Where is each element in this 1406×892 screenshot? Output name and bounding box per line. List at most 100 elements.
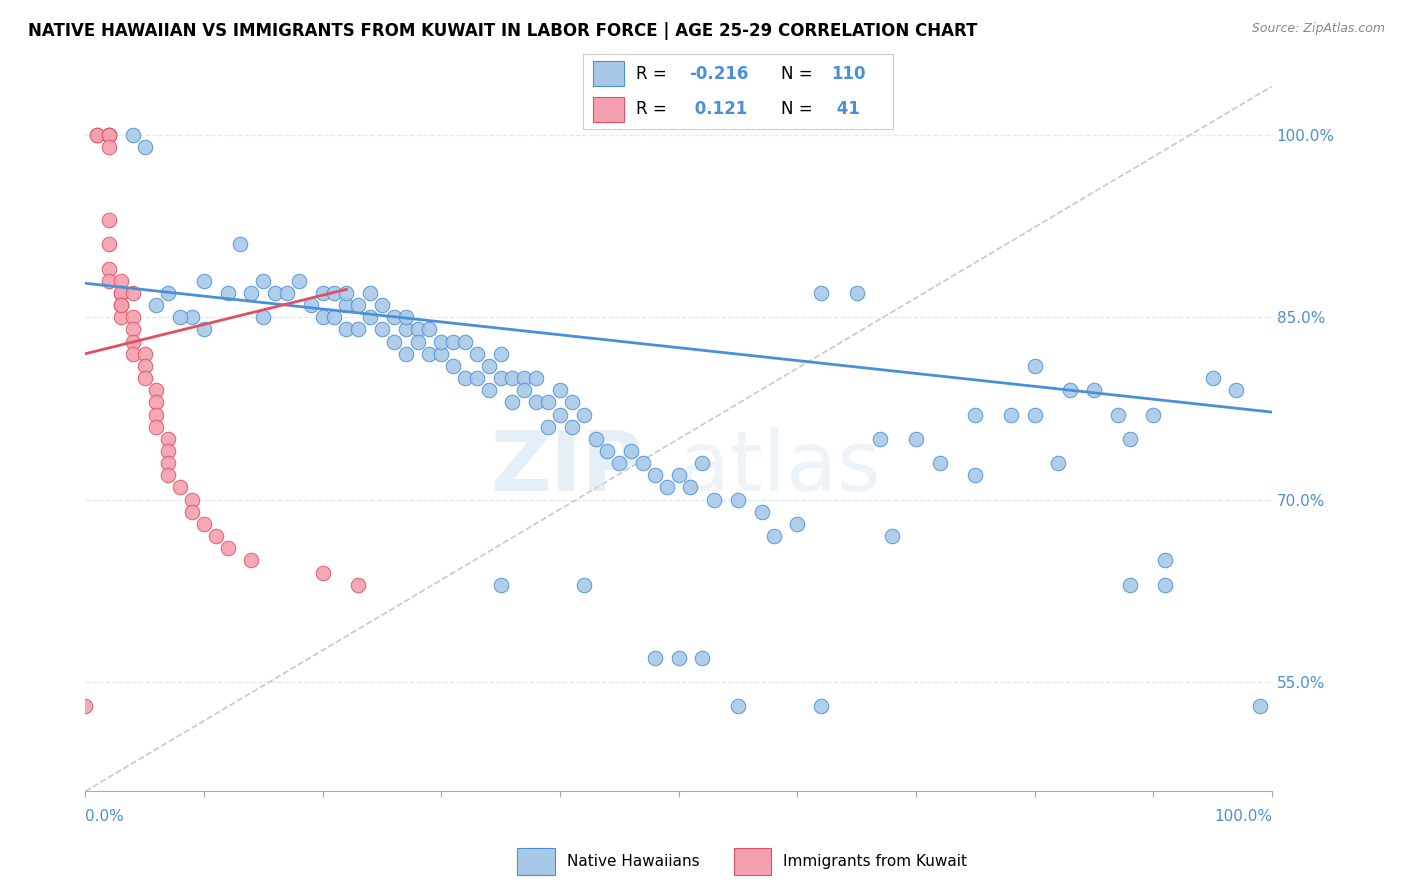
Point: [1201, 371, 1223, 385]
Text: 100.0%: 100.0%: [1213, 809, 1272, 824]
Text: atlas: atlas: [679, 426, 880, 508]
Text: 110: 110: [831, 65, 866, 83]
Point: [524, 371, 547, 385]
Point: [607, 456, 630, 470]
Point: [110, 274, 132, 288]
Point: [465, 347, 488, 361]
Point: [1154, 553, 1177, 567]
Point: [631, 456, 654, 470]
Point: [75, 699, 97, 714]
Point: [644, 468, 666, 483]
Point: [359, 310, 381, 325]
Point: [193, 274, 215, 288]
Point: [561, 395, 583, 409]
Point: [181, 310, 204, 325]
Point: [727, 699, 749, 714]
Text: 0.0%: 0.0%: [86, 809, 124, 824]
Point: [264, 285, 287, 300]
Point: [692, 456, 714, 470]
Point: [110, 285, 132, 300]
Point: [406, 322, 429, 336]
Point: [110, 310, 132, 325]
Point: [288, 274, 311, 288]
Point: [1118, 577, 1140, 591]
Point: [323, 310, 346, 325]
Point: [121, 128, 143, 142]
Point: [121, 334, 143, 349]
Point: [561, 419, 583, 434]
Point: [217, 541, 239, 556]
Point: [501, 371, 523, 385]
Point: [882, 529, 904, 543]
Point: [276, 285, 298, 300]
Point: [98, 237, 121, 252]
Point: [252, 274, 274, 288]
Point: [418, 322, 440, 336]
Point: [240, 553, 263, 567]
Point: [501, 395, 523, 409]
Point: [1249, 699, 1271, 714]
FancyBboxPatch shape: [593, 62, 624, 87]
Point: [537, 395, 560, 409]
Point: [904, 432, 927, 446]
Point: [1083, 383, 1105, 397]
Point: [169, 310, 191, 325]
Point: [395, 322, 418, 336]
Point: [513, 383, 536, 397]
Text: -0.216: -0.216: [689, 65, 748, 83]
Text: Immigrants from Kuwait: Immigrants from Kuwait: [783, 855, 967, 869]
Text: R =: R =: [636, 65, 672, 83]
Text: Native Hawaiians: Native Hawaiians: [567, 855, 700, 869]
Point: [572, 577, 595, 591]
Point: [98, 128, 121, 142]
Point: [441, 359, 464, 373]
Point: [240, 285, 263, 300]
Point: [335, 285, 357, 300]
Point: [524, 395, 547, 409]
Point: [395, 310, 418, 325]
Point: [145, 408, 167, 422]
Point: [454, 334, 477, 349]
Point: [489, 347, 512, 361]
Point: [145, 383, 167, 397]
Point: [252, 310, 274, 325]
Point: [751, 505, 773, 519]
Point: [145, 395, 167, 409]
Point: [668, 468, 690, 483]
Point: [228, 237, 250, 252]
Text: 0.121: 0.121: [689, 100, 747, 118]
Point: [668, 650, 690, 665]
Point: [1024, 359, 1046, 373]
Point: [382, 310, 405, 325]
Text: N =: N =: [782, 65, 818, 83]
Point: [193, 322, 215, 336]
Point: [454, 371, 477, 385]
Point: [347, 322, 370, 336]
Text: ZIP: ZIP: [491, 426, 643, 508]
Point: [1225, 383, 1247, 397]
Point: [548, 408, 571, 422]
Point: [335, 298, 357, 312]
Point: [169, 480, 191, 494]
Point: [513, 371, 536, 385]
Point: [217, 285, 239, 300]
Point: [98, 140, 121, 154]
Point: [1107, 408, 1129, 422]
Point: [1024, 408, 1046, 422]
Point: [1059, 383, 1081, 397]
Point: [478, 359, 501, 373]
Point: [157, 468, 180, 483]
Point: [1000, 408, 1022, 422]
Point: [121, 322, 143, 336]
Point: [98, 128, 121, 142]
Point: [1047, 456, 1070, 470]
Point: [110, 298, 132, 312]
Text: NATIVE HAWAIIAN VS IMMIGRANTS FROM KUWAIT IN LABOR FORCE | AGE 25-29 CORRELATION: NATIVE HAWAIIAN VS IMMIGRANTS FROM KUWAI…: [28, 22, 977, 40]
Point: [157, 285, 180, 300]
Point: [86, 128, 108, 142]
Point: [311, 285, 333, 300]
Point: [121, 310, 143, 325]
Point: [86, 128, 108, 142]
Point: [110, 285, 132, 300]
Point: [762, 529, 785, 543]
